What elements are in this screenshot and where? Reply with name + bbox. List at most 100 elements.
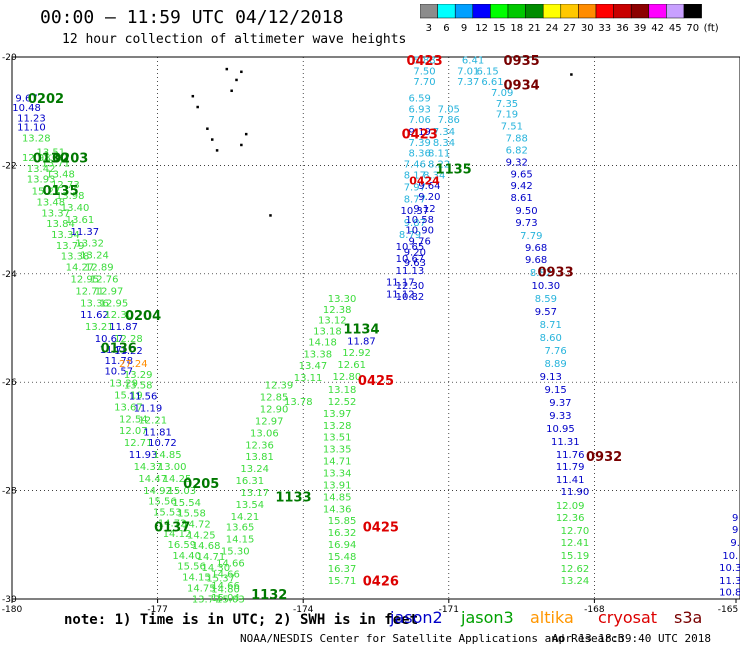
wave-height-value: 15.56 bbox=[148, 497, 177, 508]
wave-height-value: 8.34 bbox=[423, 170, 445, 181]
pass-time-label: 1134 bbox=[343, 322, 379, 337]
colorbar-label: 39 bbox=[634, 23, 647, 34]
wave-height-value: 9.20 bbox=[418, 192, 440, 203]
wave-height-value: 8.17 bbox=[404, 170, 426, 181]
wave-height-value: 9.76 bbox=[409, 237, 431, 248]
wave-height-value: 9.73 bbox=[515, 218, 537, 229]
wave-height-value: 12.71 bbox=[124, 438, 153, 449]
wave-height-value: 7.97 bbox=[404, 182, 426, 193]
wave-height-value: 14.85 bbox=[153, 450, 182, 461]
wave-height-value: 14.12 bbox=[163, 529, 192, 540]
wave-height-value: 12.62 bbox=[561, 564, 590, 575]
wave-height-value: 6.41 bbox=[462, 56, 484, 67]
wave-height-value: 15.19 bbox=[114, 390, 143, 401]
wave-height-value: 9.42 bbox=[510, 181, 532, 192]
island bbox=[230, 89, 233, 93]
wave-height-value: 7.09 bbox=[491, 88, 513, 99]
x-tick-label: -180 bbox=[2, 605, 23, 615]
wave-height-value: 10.67 bbox=[95, 334, 124, 345]
island bbox=[240, 143, 243, 147]
wave-height-value: 12.07 bbox=[119, 426, 148, 437]
y-tick-label: -24 bbox=[2, 270, 17, 280]
wave-height-value: 13.32 bbox=[75, 239, 104, 250]
wave-height-value: 12.89 bbox=[85, 263, 114, 274]
color-scale-legend: 3 6 9 12 15 18 21 24 27 30 33 36 39 42 45 70 (ft) bbox=[420, 4, 719, 34]
wave-height-value: 11.17 bbox=[386, 278, 415, 289]
wave-height-value: 12.76 bbox=[90, 274, 119, 285]
wave-height-value: 11.87 bbox=[347, 336, 376, 347]
wave-height-value: 12.41 bbox=[561, 538, 590, 549]
wave-height-value: 27.24 bbox=[119, 359, 148, 370]
wave-height-value: 9.32 bbox=[506, 157, 528, 168]
island bbox=[240, 70, 243, 74]
wave-height-value: 6.93 bbox=[409, 104, 431, 115]
wave-height-value: 10.90 bbox=[405, 226, 434, 237]
wave-height-value: 12.61 bbox=[337, 360, 366, 371]
island bbox=[196, 105, 199, 109]
wave-height-value: 13.97 bbox=[323, 409, 352, 420]
wave-height-value: 13.84 bbox=[46, 219, 75, 230]
wave-height-value: 5.88 bbox=[413, 56, 435, 67]
wave-height-value: 14.40 bbox=[172, 551, 201, 562]
x-tick-label: -165 bbox=[718, 605, 738, 615]
wave-height-value: 12.28 bbox=[114, 334, 143, 345]
wave-height-value: 11.3 bbox=[719, 576, 740, 587]
wave-height-value: 14.18 bbox=[308, 337, 337, 348]
wave-height-value: 7.01 bbox=[457, 66, 479, 77]
wave-height-value: 6.59 bbox=[409, 93, 431, 104]
wave-height-value: 15.30 bbox=[221, 547, 250, 558]
wave-height-value: 13.38 bbox=[303, 349, 332, 360]
wave-height-value: 15.53 bbox=[153, 508, 182, 519]
wave-height-value: 14.71 bbox=[197, 552, 226, 563]
wave-height-value: 12.30 bbox=[396, 281, 425, 292]
wave-height-value: 13.21 bbox=[85, 322, 114, 333]
wave-height-value: 6.61 bbox=[481, 77, 503, 88]
wave-height-value: 15.03 bbox=[216, 594, 245, 605]
wave-height-value: 9.87 bbox=[404, 218, 426, 229]
wave-height-value: 13.37 bbox=[41, 208, 70, 219]
wave-height-value: 14.71 bbox=[323, 457, 352, 468]
wave-height-value: 16.59 bbox=[168, 540, 197, 551]
wave-height-value: 15.56 bbox=[177, 562, 206, 573]
wave-height-value: 7.70 bbox=[413, 77, 435, 88]
credit-text: NOAA/NESDIS Center for Satellite Applica… bbox=[240, 632, 625, 645]
colorbar-label: 36 bbox=[616, 23, 629, 34]
wave-height-value: 10.72 bbox=[148, 438, 177, 449]
wave-height-value: 9.64 bbox=[418, 181, 440, 192]
wave-height-value: 11.90 bbox=[561, 487, 590, 498]
wave-height-value: 8.59 bbox=[535, 294, 557, 305]
wave-height-value: 15.37 bbox=[206, 574, 235, 585]
pass-time-label: 0203 bbox=[52, 152, 88, 167]
wave-height-value: 6.15 bbox=[476, 66, 498, 77]
wave-height-value: 10.37 bbox=[401, 206, 430, 217]
pass-time-label: 0424 bbox=[409, 174, 440, 187]
wave-height-value: 8.61 bbox=[510, 193, 532, 204]
wave-height-value: 13.35 bbox=[323, 445, 352, 456]
wave-height-value: 9 bbox=[732, 525, 738, 536]
wave-height-value: 15.27 bbox=[32, 187, 61, 198]
wave-height-value: 14.27 bbox=[66, 263, 95, 274]
wave-height-value: 10.95 bbox=[546, 424, 575, 435]
wave-height-value: 11.71 bbox=[100, 345, 129, 356]
pass-time-label: 0425 bbox=[363, 520, 399, 535]
wave-height-value: 15.48 bbox=[328, 552, 357, 563]
x-tick-label: -171 bbox=[439, 605, 459, 615]
island bbox=[215, 149, 219, 152]
wave-height-value: 8.79 bbox=[399, 230, 421, 241]
wave-height-value: 9.12 bbox=[413, 204, 435, 215]
wave-height-value: 14.25 bbox=[163, 474, 192, 485]
wave-height-value: 11.10 bbox=[17, 123, 46, 134]
wave-height-value: 15.54 bbox=[172, 498, 201, 509]
pass-time-label: 0934 bbox=[504, 79, 540, 94]
wave-height-value: 7.51 bbox=[501, 122, 523, 133]
island bbox=[210, 138, 214, 141]
wave-height-value: 12.52 bbox=[328, 397, 357, 408]
x-tick-label: -168 bbox=[584, 605, 605, 615]
wave-height-value: 10.8 bbox=[719, 588, 740, 599]
wave-height-value: 13.58 bbox=[124, 381, 153, 392]
wave-height-value: 15.19 bbox=[561, 551, 590, 562]
wave-height-value: 9.50 bbox=[515, 206, 537, 217]
map-title: 00:00 – 11:59 UTC 04/12/2018 bbox=[40, 7, 344, 28]
